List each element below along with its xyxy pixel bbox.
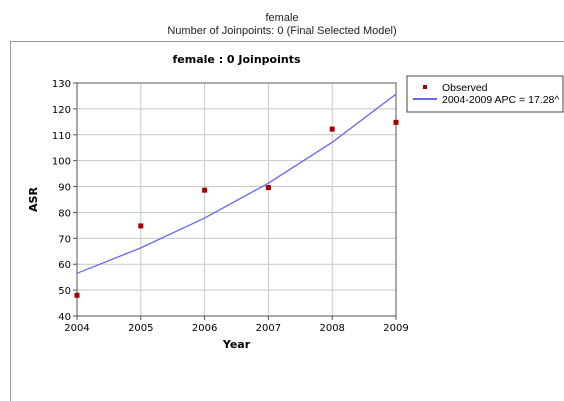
legend-entry-label: 2004-2009 APC = 17.28^: [442, 94, 559, 106]
y-tick-label: 110: [52, 131, 71, 142]
y-axis-label: ASR: [27, 187, 40, 212]
observed-point: [202, 187, 208, 193]
x-tick-label: 2005: [128, 323, 153, 334]
y-tick-label: 120: [52, 105, 71, 116]
x-tick-label: 2006: [192, 323, 217, 334]
y-tick-label: 90: [58, 183, 71, 194]
x-axis-label: Year: [222, 338, 251, 351]
y-tick-label: 40: [58, 312, 71, 323]
x-tick-label: 2007: [256, 323, 281, 334]
header-title: female: [265, 12, 299, 24]
y-tick-label: 100: [52, 157, 71, 168]
y-tick-label: 70: [58, 234, 71, 245]
observed-point: [74, 292, 80, 298]
x-tick-label: 2009: [383, 323, 408, 334]
legend-entry-label: Observed: [442, 82, 488, 94]
page-header: female Number of Joinpoints: 0 (Final Se…: [0, 0, 564, 40]
observed-point: [265, 185, 271, 191]
plot-panel: female : 0 Joinpoints 40 50 60 70 80 90 100 110 1…: [10, 41, 564, 401]
apc-fit-line: [76, 93, 397, 274]
plot-area-frame: [76, 82, 397, 317]
x-tick-label: 2004: [64, 323, 89, 334]
chart-title: female : 0 Joinpoints: [173, 53, 301, 66]
y-tick-label: 50: [58, 286, 71, 297]
header-subtitle: Number of Joinpoints: 0 (Final Selected …: [167, 25, 397, 37]
observed-point: [393, 119, 399, 125]
legend-swatch-marker: [423, 85, 427, 89]
y-tick-label: 130: [52, 79, 71, 90]
observed-point: [329, 126, 335, 132]
legend-box: [406, 75, 564, 113]
observed-point: [138, 223, 144, 229]
y-tick-label: 60: [58, 260, 71, 271]
y-tick-label: 80: [58, 208, 71, 219]
x-tick-label: 2008: [319, 323, 344, 334]
joinpoint-chart: female : 0 Joinpoints 40 50 60 70 80 90 100 110 1…: [27, 53, 564, 351]
